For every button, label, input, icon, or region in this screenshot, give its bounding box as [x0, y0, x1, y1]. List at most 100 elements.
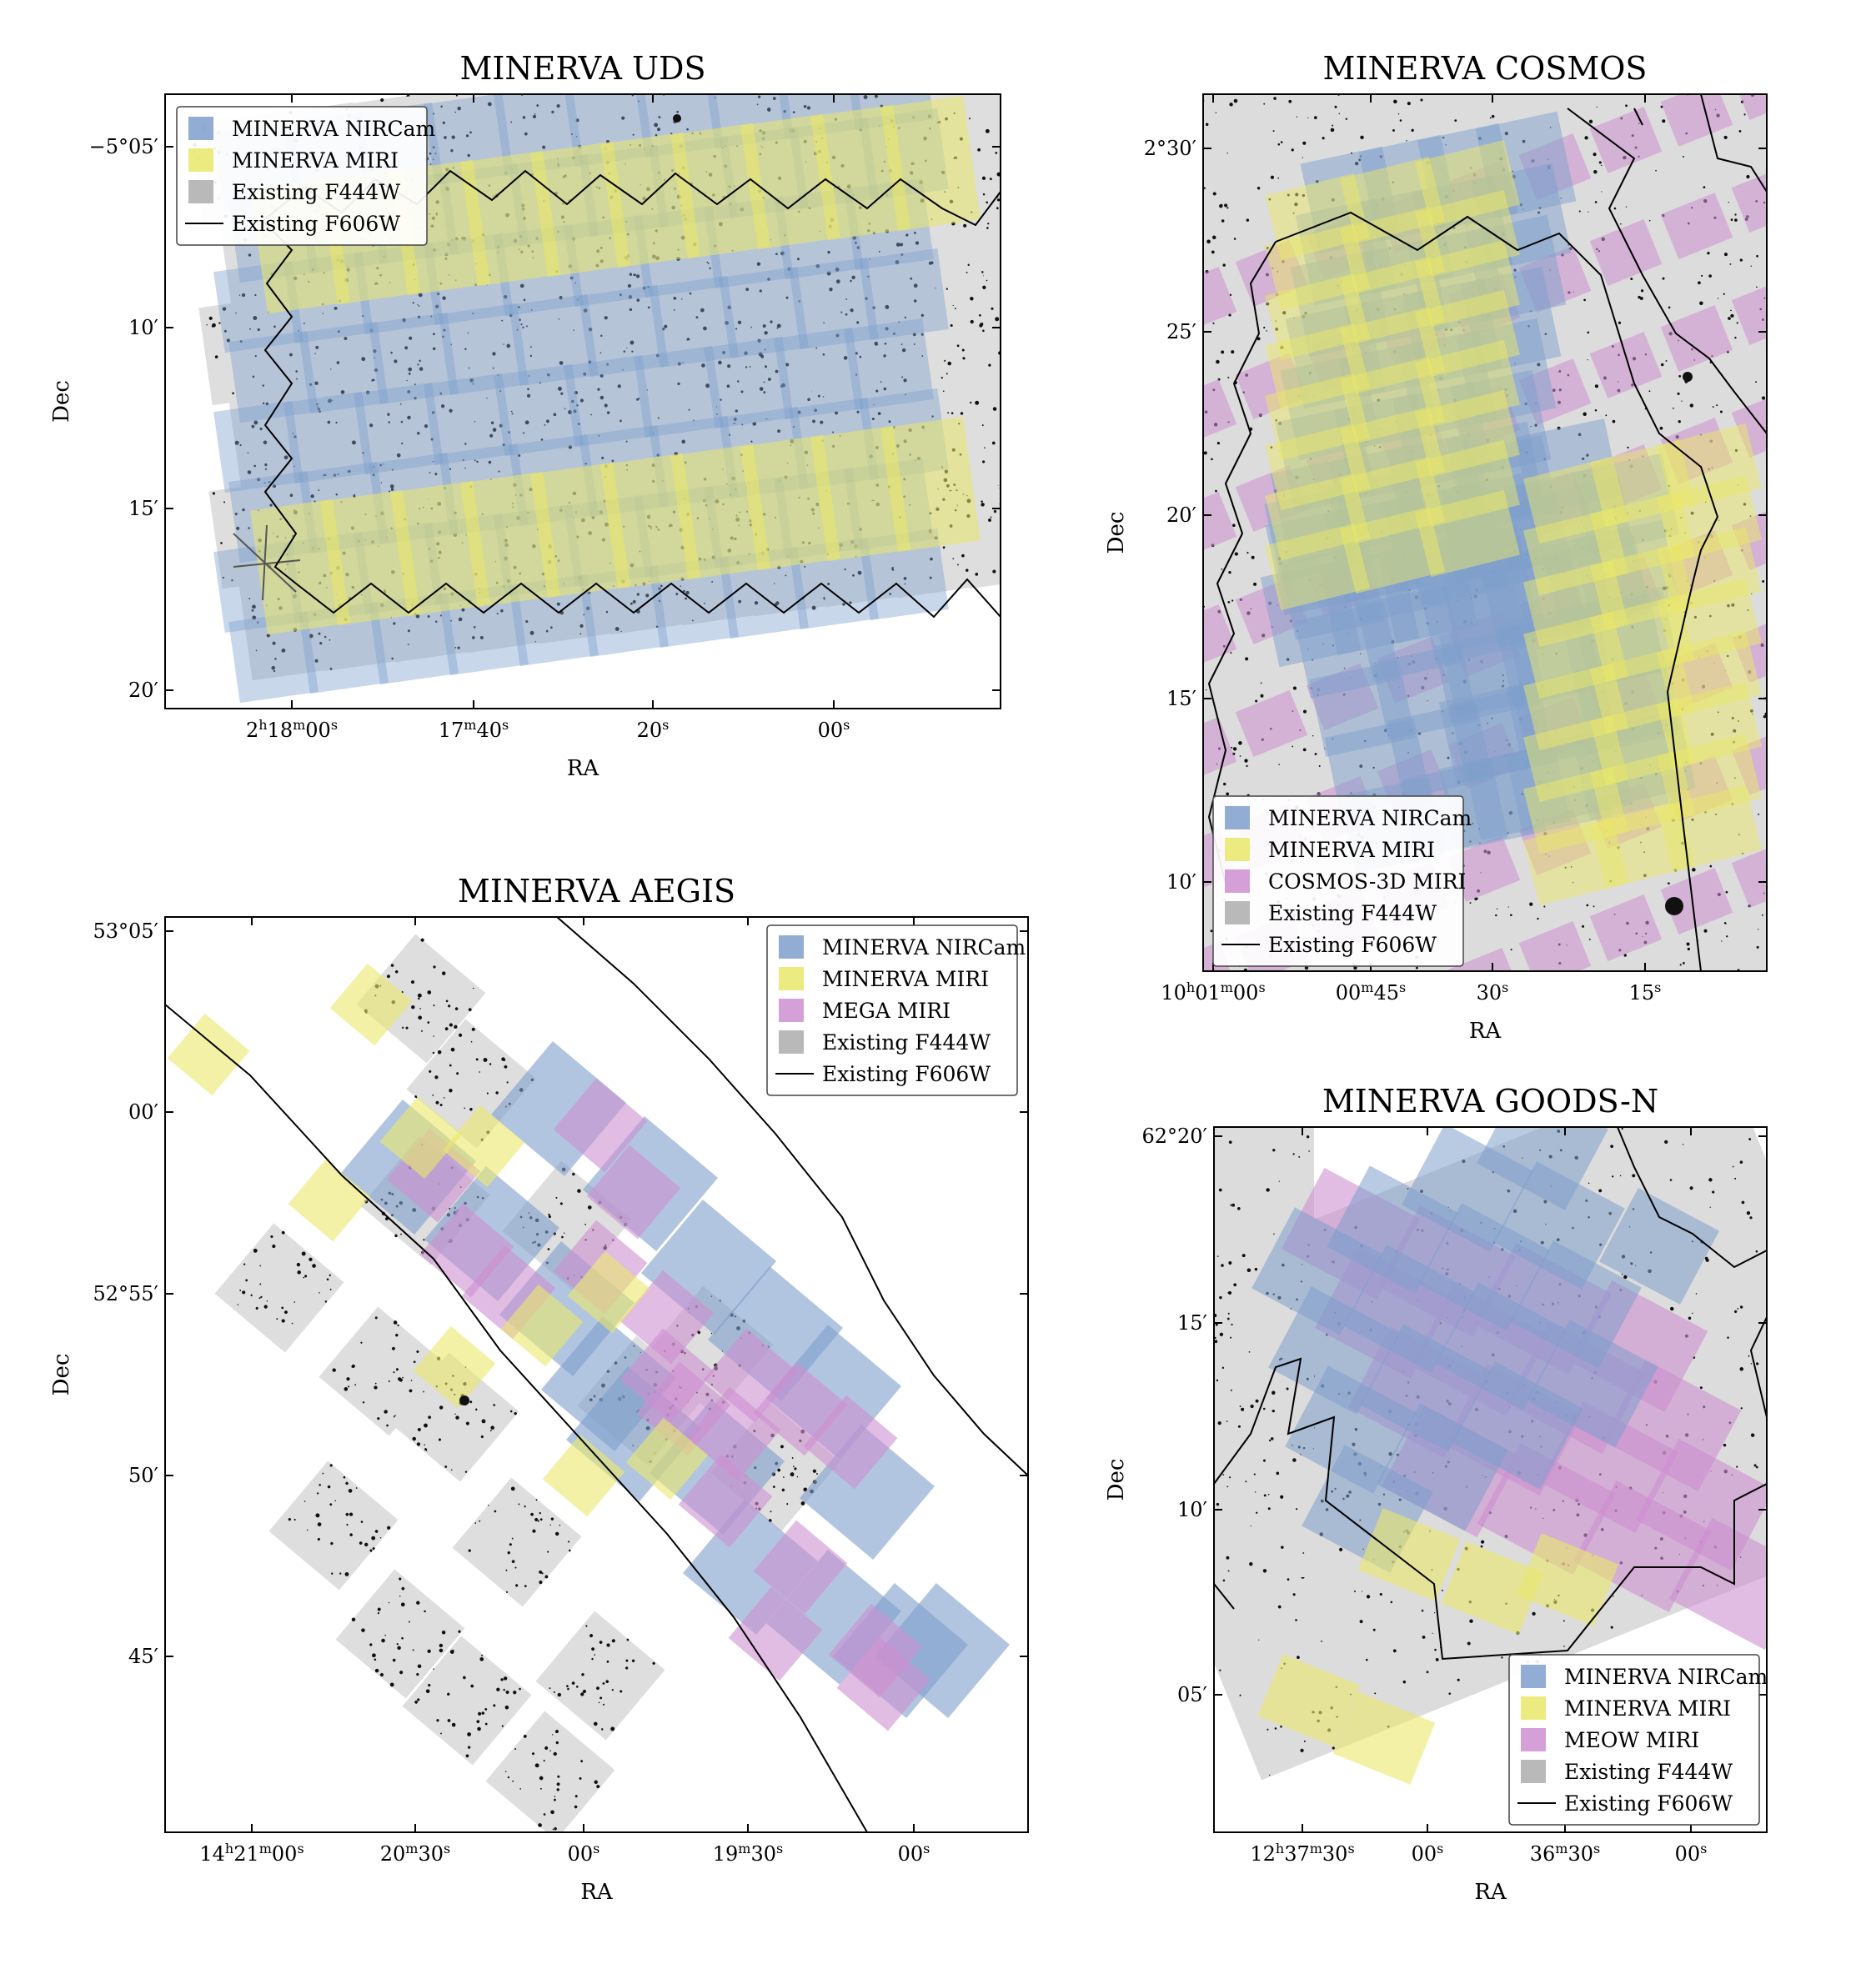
source-dot [488, 460, 492, 464]
miri-tile [379, 1096, 463, 1180]
source-dot [1689, 1186, 1693, 1190]
source-dot [1588, 1182, 1590, 1185]
source-dot [271, 665, 275, 670]
tick-label-part: 17 [439, 719, 464, 742]
source-dot [1022, 195, 1025, 198]
source-dot [1630, 278, 1633, 281]
source-dot [1402, 1680, 1407, 1684]
source-dot [716, 413, 718, 415]
source-dot [505, 1569, 508, 1571]
source-dot [979, 313, 981, 317]
legend-swatch-nircam [779, 935, 804, 959]
source-dot [380, 482, 383, 483]
source-dot [1246, 218, 1250, 222]
source-dot [1353, 965, 1357, 970]
source-dot [297, 1270, 301, 1275]
x-axis-label: RA [1469, 1019, 1502, 1044]
source-dot [579, 633, 582, 635]
source-dot [596, 1686, 599, 1691]
miri-tile [442, 1105, 525, 1188]
cosmos3d-miri-tile [1589, 332, 1663, 398]
source-dot [1688, 1316, 1692, 1320]
source-dot [804, 565, 806, 568]
f606w-outline [1207, 241, 1277, 884]
source-dot [631, 350, 634, 353]
nircam-tile [1438, 683, 1547, 784]
source-dot [1501, 1656, 1503, 1659]
source-dot [430, 438, 434, 441]
source-dot [703, 602, 705, 604]
source-dot [584, 1224, 586, 1225]
source-dot [1221, 219, 1225, 223]
source-dot [1304, 965, 1309, 970]
source-dot [563, 1232, 565, 1234]
source-dot [930, 557, 933, 561]
source-dot [335, 421, 338, 424]
source-dot [328, 398, 332, 403]
source-dot [582, 1689, 587, 1694]
y-tick-label: 15′ [1177, 1311, 1207, 1335]
source-dot [1707, 252, 1710, 255]
source-dot [270, 1235, 273, 1239]
source-dot [1698, 281, 1701, 285]
bright-star [673, 114, 681, 123]
source-dot [433, 1005, 435, 1007]
source-dot [617, 384, 621, 388]
source-dot [1729, 263, 1732, 265]
source-dot [281, 650, 283, 653]
source-dot [611, 1689, 614, 1691]
legend-label-nircam: MINERVA NIRCam [1268, 806, 1472, 830]
nircam-tile [369, 312, 459, 405]
source-dot [390, 964, 394, 967]
source-dot [351, 1617, 356, 1622]
source-dot [921, 355, 924, 357]
source-dot [770, 63, 775, 68]
tick-label-part: 00 [898, 1842, 924, 1866]
source-dot [631, 1659, 635, 1662]
source-dot [996, 198, 1001, 202]
f444w-tile [268, 1460, 399, 1591]
source-dot [349, 1512, 354, 1516]
source-dot [920, 333, 924, 336]
source-dot [558, 318, 560, 320]
source-dot [729, 57, 731, 59]
source-dot [1230, 1389, 1232, 1391]
source-dot [467, 1732, 472, 1736]
source-dot [1730, 313, 1734, 318]
source-dot [1179, 1410, 1184, 1415]
source-dot [449, 1023, 453, 1027]
source-dot [434, 153, 437, 155]
source-dot [1627, 446, 1629, 449]
source-dot [630, 340, 635, 345]
bright-star [1665, 897, 1683, 915]
source-dot [1111, 1371, 1112, 1373]
source-dot [450, 619, 452, 622]
source-dot [393, 1320, 398, 1325]
source-dot [1039, 479, 1041, 481]
source-dot [626, 1638, 630, 1641]
source-dot [950, 323, 953, 328]
source-dot [588, 328, 593, 332]
source-dot [498, 470, 500, 473]
x-axis-label: RA [567, 756, 600, 781]
tick-label-part: 20 [637, 719, 663, 742]
source-dot [490, 421, 494, 424]
source-dot [1732, 1107, 1736, 1111]
axes-frame [1202, 93, 1768, 972]
source-dot [497, 374, 499, 376]
source-dot [1004, 164, 1006, 167]
source-dot [621, 116, 625, 120]
source-dot [512, 1780, 514, 1782]
source-dot [1753, 1464, 1757, 1467]
source-dot [688, 408, 690, 411]
source-dot [248, 598, 251, 600]
source-dot [283, 455, 288, 460]
source-dot [424, 1444, 426, 1445]
source-dot [599, 1641, 603, 1644]
tick-label-part: 37 [1284, 1842, 1310, 1866]
source-dot [408, 1621, 410, 1623]
source-dot [851, 275, 855, 279]
source-dot [574, 390, 579, 395]
source-dot [1021, 393, 1023, 395]
